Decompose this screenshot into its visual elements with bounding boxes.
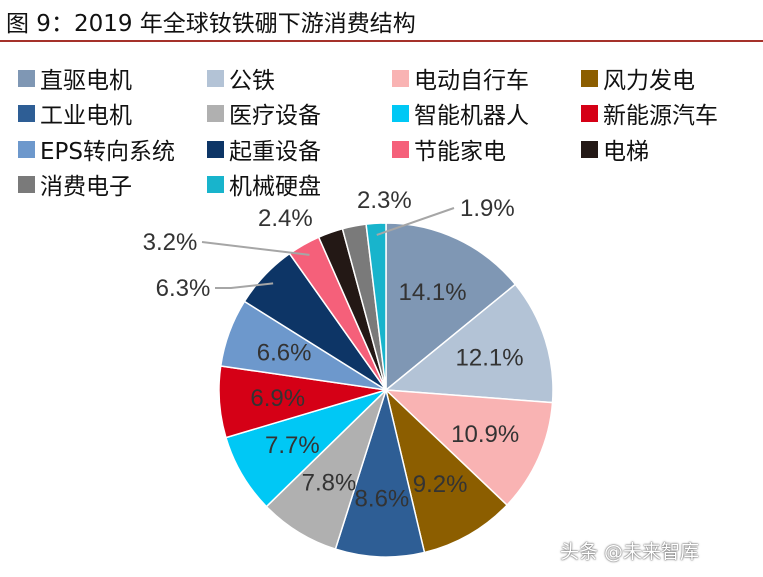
data-label: 1.9% <box>460 195 515 222</box>
legend-swatch <box>207 140 224 158</box>
legend-item: 起重设备 <box>207 132 321 166</box>
legend-label: 消费电子 <box>40 174 132 200</box>
chart-title: 图 9：2019 年全球钕铁硼下游消费结构 <box>6 11 416 37</box>
legend-swatch <box>207 104 224 122</box>
legend-item: 直驱电机 <box>18 61 132 95</box>
legend-label: 风力发电 <box>603 68 695 94</box>
legend-swatch <box>392 140 409 158</box>
legend-label: EPS转向系统 <box>40 139 176 165</box>
legend-swatch <box>581 104 598 122</box>
legend-label: 节能家电 <box>414 139 506 165</box>
pie-slice <box>383 389 554 507</box>
data-label: 2.3% <box>357 187 412 214</box>
legend-swatch <box>392 69 409 87</box>
legend-swatch <box>581 69 598 87</box>
data-label: 2.4% <box>258 205 313 232</box>
legend-label: 直驱电机 <box>40 68 132 94</box>
legend-swatch <box>18 104 35 122</box>
legend-item: 医疗设备 <box>207 96 321 130</box>
data-label: 6.3% <box>156 275 211 302</box>
legend-item: 消费电子 <box>18 167 132 201</box>
data-label: 14.1% <box>398 279 466 306</box>
title-divider <box>0 40 763 42</box>
legend-swatch <box>207 175 224 193</box>
legend-label: 工业电机 <box>40 103 132 129</box>
legend-label: 公铁 <box>229 68 275 94</box>
legend-item: 工业电机 <box>18 96 132 130</box>
data-label: 6.9% <box>250 385 305 412</box>
data-label: 3.2% <box>143 229 198 256</box>
legend-swatch <box>207 69 224 87</box>
legend-swatch <box>392 104 409 122</box>
data-label: 10.9% <box>451 421 519 448</box>
pie-slice <box>384 387 509 554</box>
data-label: 12.1% <box>456 344 524 371</box>
leader-line <box>376 207 455 236</box>
legend-label: 电动自行车 <box>414 68 529 94</box>
legend-swatch <box>581 140 598 158</box>
legend-item: 电动自行车 <box>392 61 529 95</box>
data-label: 6.6% <box>257 340 312 367</box>
legend-swatch <box>18 175 35 193</box>
legend-label: 起重设备 <box>229 139 321 165</box>
legend-label: 新能源汽车 <box>603 103 718 129</box>
legend-item: 公铁 <box>207 61 275 95</box>
pie-slice <box>365 222 387 391</box>
pie-slice <box>385 222 517 392</box>
legend-label: 机械硬盘 <box>229 174 321 200</box>
data-label: 8.6% <box>355 485 410 512</box>
legend-label: 医疗设备 <box>229 103 321 129</box>
legend-item: 新能源汽车 <box>581 96 718 130</box>
legend-item: 智能机器人 <box>392 96 529 130</box>
legend-item: EPS转向系统 <box>18 132 175 166</box>
pie-slice <box>384 283 554 404</box>
legend-swatch <box>18 140 35 158</box>
data-label: 7.8% <box>302 469 357 496</box>
legend-item: 电梯 <box>581 132 649 166</box>
legend-label: 电梯 <box>603 139 649 165</box>
leader-line <box>201 241 310 256</box>
data-label: 9.2% <box>413 471 468 498</box>
legend-swatch <box>18 69 35 87</box>
legend-item: 风力发电 <box>581 61 695 95</box>
legend-item: 节能家电 <box>392 132 506 166</box>
legend-item: 机械硬盘 <box>207 167 321 201</box>
data-label: 7.7% <box>265 432 320 459</box>
leader-line <box>215 282 274 289</box>
pie-slice <box>334 387 426 558</box>
legend-label: 智能机器人 <box>414 103 529 129</box>
watermark: 头条 @未来智库 <box>560 541 700 563</box>
